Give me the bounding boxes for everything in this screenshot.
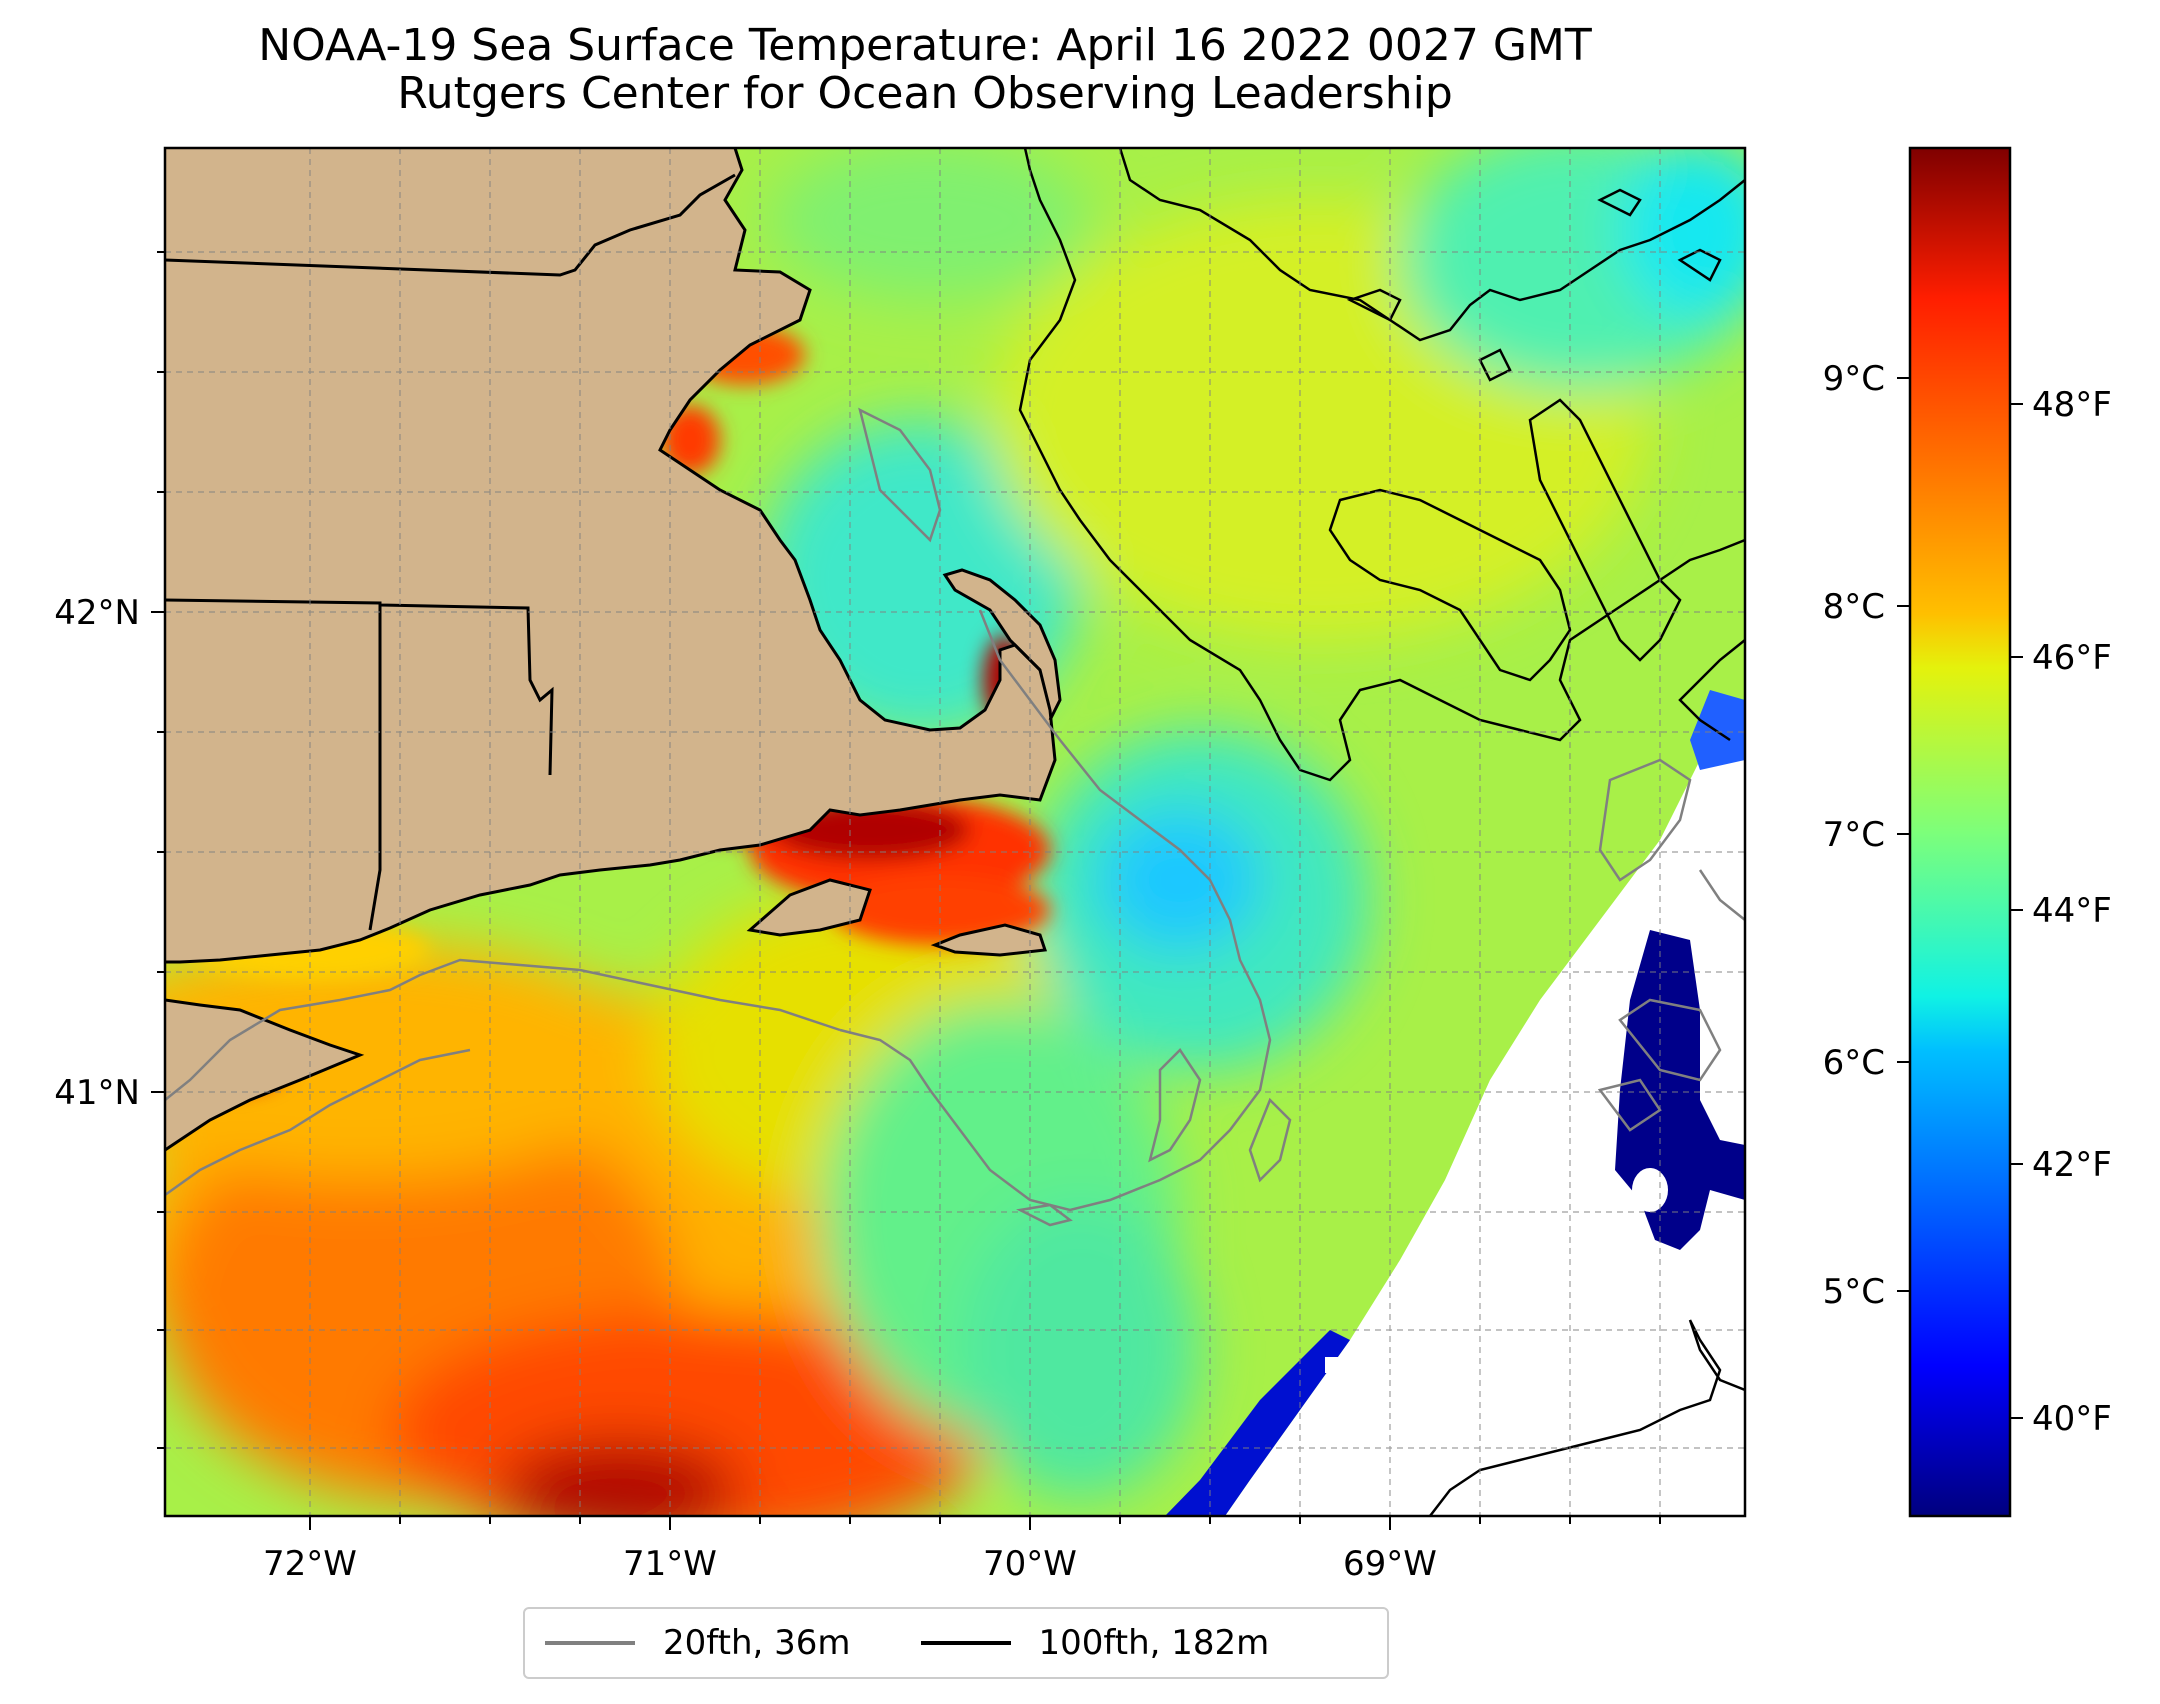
gridlines (165, 148, 1745, 1516)
state-border-ct-ri (165, 598, 554, 776)
state-border-ma (165, 173, 736, 277)
legend-line-100fth (920, 1641, 1011, 1645)
cbar-c-8: 8°C (1823, 587, 1885, 627)
legend-line-20fth (545, 1641, 635, 1645)
x-tick-69w: 69°W (1343, 1544, 1437, 1584)
y-tick-41n: 41°N (54, 1073, 140, 1113)
isobath-100fth (1018, 148, 1745, 1516)
coastline-cape (942, 568, 1062, 721)
cbar-f-48: 48°F (2032, 385, 2112, 425)
cold-pool-hole (1632, 1168, 1668, 1212)
legend-item-100fth: 100fth, 182m (901, 1623, 1270, 1663)
legend-item-20fth: 20fth, 36m (525, 1623, 851, 1663)
chart-title: NOAA-19 Sea Surface Temperature: April 1… (0, 22, 1850, 118)
legend: 20fth, 36m 100fth, 182m (523, 1607, 1389, 1679)
land-new-england (165, 148, 1055, 962)
title-line-2: Rutgers Center for Ocean Observing Leade… (397, 68, 1453, 119)
cbar-c-6: 6°C (1823, 1043, 1885, 1083)
state-border-ct (368, 605, 382, 931)
cold-band-south (1165, 1330, 1350, 1516)
title-line-1: NOAA-19 Sea Surface Temperature: April 1… (258, 20, 1592, 71)
x-tick-70w: 70°W (983, 1544, 1077, 1584)
x-axis-ticks (309, 1516, 1661, 1530)
colorbar-ticks-fahrenheit (2010, 403, 2023, 1419)
isobath-20fth (165, 407, 1745, 1227)
coastline-long-island (165, 998, 365, 1152)
cbar-c-5: 5°C (1823, 1272, 1885, 1312)
legend-label-100fth: 100fth, 182m (1038, 1623, 1270, 1663)
x-tick-72w: 72°W (263, 1544, 357, 1584)
cbar-c-9: 9°C (1823, 359, 1885, 399)
cbar-f-42: 42°F (2032, 1145, 2112, 1185)
cbar-f-40: 40°F (2032, 1399, 2112, 1439)
map-frame (163, 146, 1747, 1518)
colorbar-ticks-celsius (1897, 377, 1910, 1292)
x-tick-71w: 71°W (623, 1544, 717, 1584)
y-tick-42n: 42°N (54, 593, 140, 633)
cold-band-east (1690, 690, 1745, 770)
colorbar (1908, 146, 2012, 1518)
legend-label-20fth: 20fth, 36m (663, 1623, 851, 1663)
cbar-c-7: 7°C (1823, 815, 1885, 855)
coastline-main (165, 148, 1057, 964)
no-data-region (1225, 740, 1745, 1516)
sst-field (165, 148, 1745, 1516)
no-data-patch (1325, 1357, 1351, 1373)
land-long-island (165, 1000, 360, 1150)
cbar-f-46: 46°F (2032, 638, 2112, 678)
map-panel (165, 148, 1745, 1516)
y-axis-ticks (151, 251, 165, 1449)
coastline-islands (746, 878, 1048, 957)
land-nantucket (935, 925, 1045, 955)
cbar-f-44: 44°F (2032, 891, 2112, 931)
land-marthas-vineyard (750, 880, 870, 935)
